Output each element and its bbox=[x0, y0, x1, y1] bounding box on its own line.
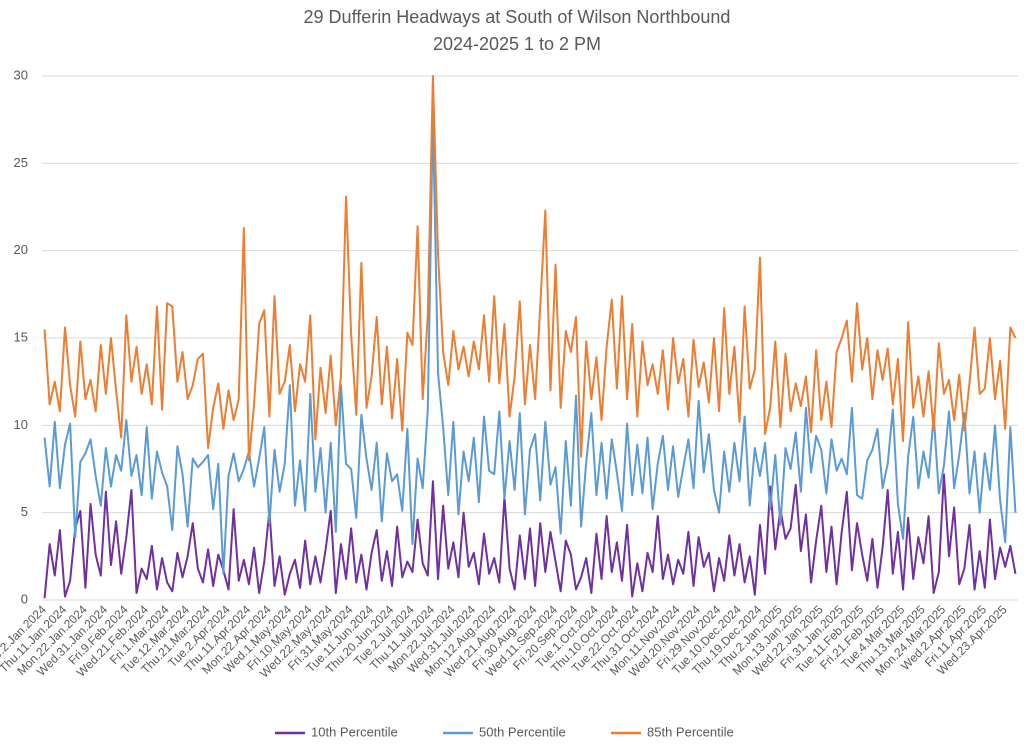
y-tick-label: 5 bbox=[21, 504, 28, 519]
series-line bbox=[43, 115, 1017, 575]
y-tick-label: 20 bbox=[14, 242, 28, 257]
y-tick-label: 0 bbox=[21, 591, 28, 606]
y-tick-label: 25 bbox=[14, 155, 28, 170]
y-tick-label: 15 bbox=[14, 329, 28, 344]
chart-title: 29 Dufferin Headways at South of Wilson … bbox=[304, 7, 731, 27]
legend-label: 50th Percentile bbox=[479, 724, 566, 739]
legend-label: 85th Percentile bbox=[647, 724, 734, 739]
legend-label: 10th Percentile bbox=[311, 724, 398, 739]
series-line bbox=[43, 75, 1017, 462]
y-tick-label: 10 bbox=[14, 417, 28, 432]
y-tick-label: 30 bbox=[14, 67, 28, 82]
series-line bbox=[43, 473, 1017, 599]
chart-subtitle: 2024-2025 1 to 2 PM bbox=[433, 34, 601, 54]
